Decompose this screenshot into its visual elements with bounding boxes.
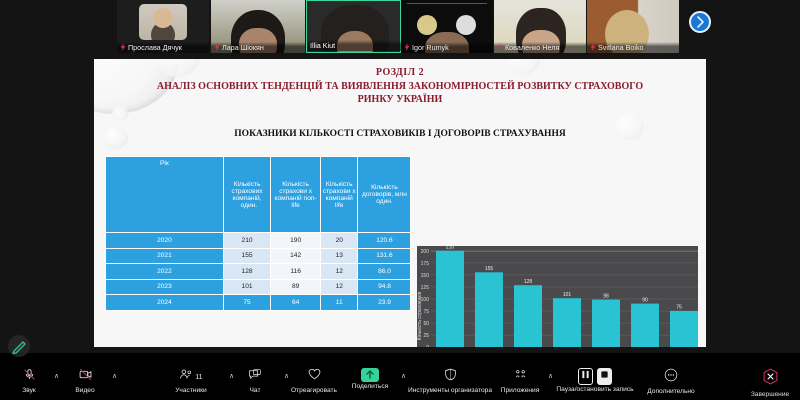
- svg-text:101: 101: [563, 292, 572, 298]
- svg-text:50: 50: [423, 321, 429, 327]
- svg-text:210: 210: [446, 246, 455, 251]
- svg-text:98: 98: [603, 293, 609, 299]
- svg-text:175: 175: [421, 261, 430, 267]
- svg-text:75: 75: [676, 305, 682, 311]
- svg-text:128: 128: [524, 279, 533, 285]
- svg-text:75: 75: [423, 309, 429, 315]
- svg-text:90: 90: [642, 297, 648, 303]
- svg-text:25: 25: [423, 333, 429, 339]
- svg-text:200: 200: [421, 249, 430, 255]
- svg-text:Кількість страховиків: Кількість страховиків: [417, 291, 423, 340]
- svg-text:125: 125: [421, 285, 430, 291]
- svg-text:155: 155: [485, 266, 494, 272]
- svg-text:150: 150: [421, 273, 430, 279]
- svg-text:0: 0: [426, 345, 429, 347]
